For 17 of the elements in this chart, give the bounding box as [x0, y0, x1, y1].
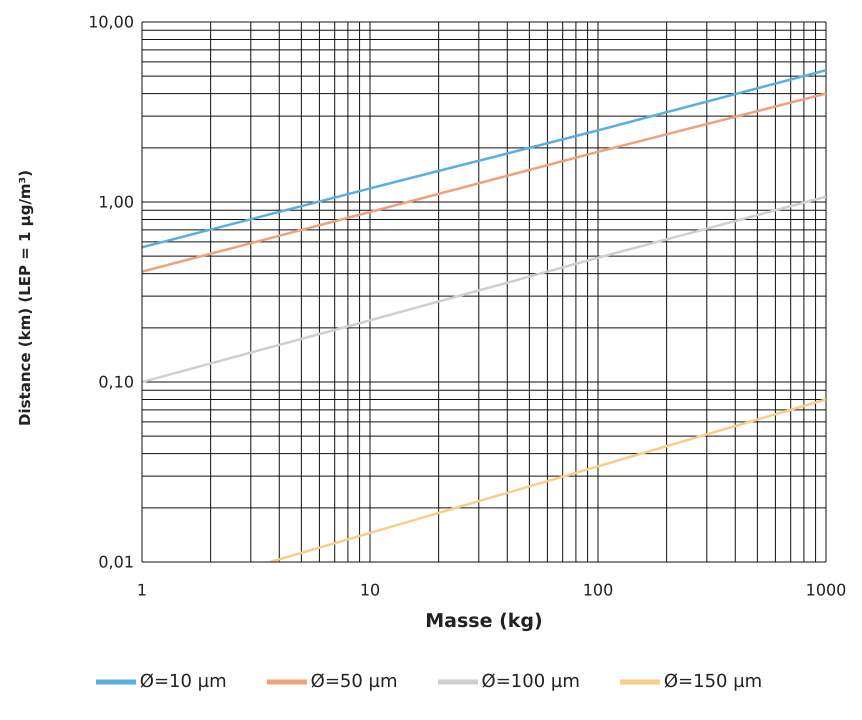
legend-label: Ø=10 µm — [140, 670, 227, 692]
legend-label: Ø=100 µm — [482, 670, 580, 692]
legend-label: Ø=150 µm — [664, 670, 762, 692]
line-series — [142, 68, 826, 249]
y-tick-label: 0,01 — [98, 552, 134, 572]
x-tick-label: 1000 — [806, 580, 846, 600]
line-series — [142, 195, 826, 384]
y-tick-label: 1,00 — [98, 192, 134, 212]
x-tick-label: 1 — [136, 580, 148, 600]
y-axis-title: Distance (km) (LEP = 1 µg/m³) — [16, 170, 34, 426]
x-tick-label: 100 — [582, 580, 614, 600]
x-axis-title: Masse (kg) — [425, 610, 543, 632]
legend-label: Ø=50 µm — [310, 670, 398, 692]
y-tick-label: 0,10 — [98, 372, 134, 392]
x-tick-label: 10 — [360, 580, 380, 600]
y-tick-label: 10,00 — [88, 12, 134, 32]
line-series — [142, 92, 826, 273]
